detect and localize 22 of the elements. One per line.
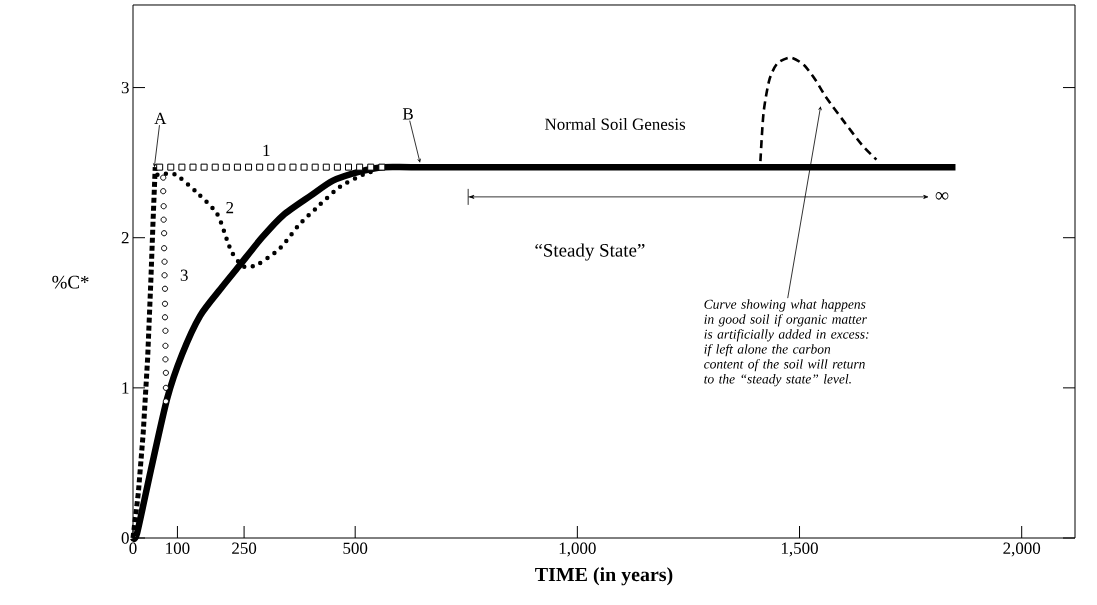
y-tick-label: 0 — [121, 532, 129, 544]
annotation: B — [402, 108, 413, 120]
annotation: A — [154, 112, 167, 124]
x-tick-label: 100 — [166, 542, 190, 554]
annotation: 1 — [263, 144, 270, 156]
y-tick-label: 3 — [121, 81, 129, 94]
x-tick-label: 1,500 — [781, 542, 818, 557]
x-tick-label: 500 — [343, 542, 368, 554]
x-tick-label: 250 — [232, 542, 257, 554]
annotation: 3 — [180, 269, 188, 281]
x-tick-label: 1,000 — [559, 542, 596, 557]
y-axis-title: %C* — [52, 275, 89, 289]
y-tick-label: 2 — [121, 232, 129, 244]
annotation: Normal Soil Genesis — [545, 118, 686, 130]
annotation: Curve showing what happens in good soil if organic matter is artificially added in excess: if left alone the carbon content of the soil will return to the “steady state” level. — [704, 299, 869, 387]
x-tick-label: 2,000 — [1003, 542, 1041, 557]
y-tick-label: 1 — [122, 382, 129, 394]
x-axis-title: TIME (in years) — [535, 567, 673, 586]
annotation: 2 — [226, 201, 234, 214]
annotation: “Steady State” — [535, 243, 645, 261]
annotation: ∞ — [935, 192, 949, 200]
x-tick-label: 0 — [129, 542, 137, 554]
